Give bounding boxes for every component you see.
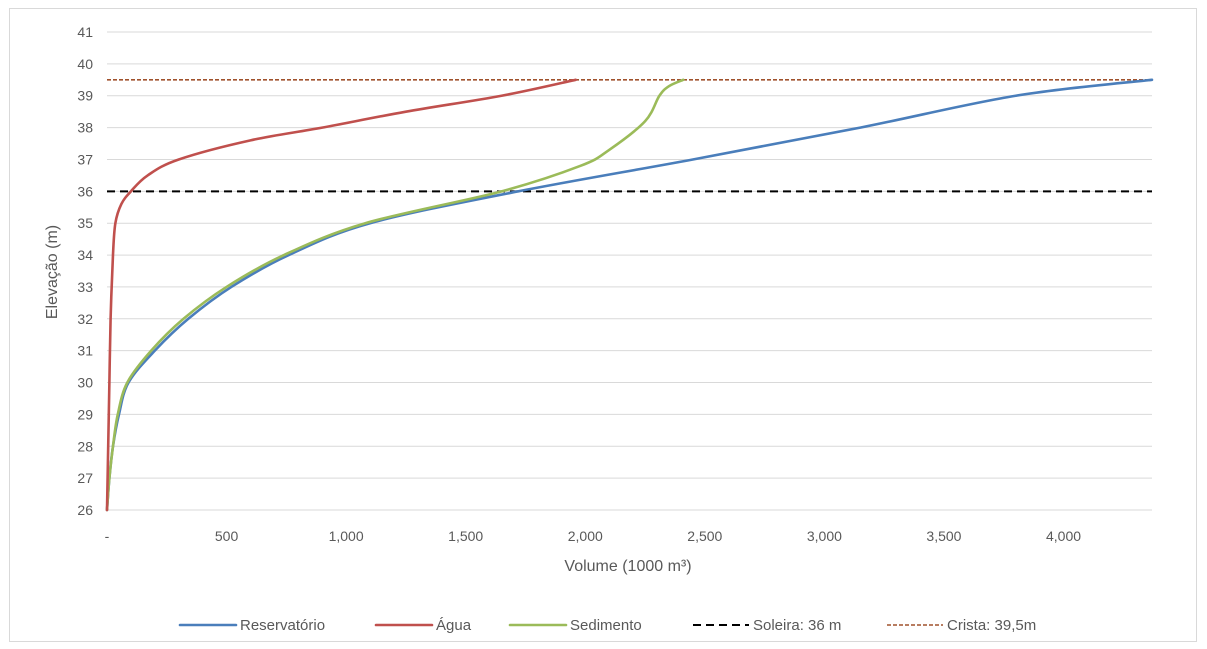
x-tick-label: 500 [215, 528, 239, 544]
legend-label-4: Crista: 39,5m [947, 617, 1036, 634]
x-tick-label: - [105, 528, 110, 544]
series-line-1 [105, 78, 577, 512]
x-axis-ticks: - 500 1,000 1,500 2,000 2,500 3,000 3,500 4,000 [105, 528, 1082, 544]
y-tick-label: 27 [77, 470, 93, 486]
legend: Reservatório Água Sedimento Soleira: 36 m Cr… [178, 617, 1036, 634]
legend-label-2: Sedimento [570, 617, 642, 634]
y-axis-ticks: 26 27 28 29 30 31 32 33 34 35 36 37 38 39 40 41 [77, 24, 93, 518]
y-tick-label: 38 [77, 120, 93, 136]
y-tick-label: 40 [77, 56, 93, 72]
x-tick-label: 2,500 [687, 528, 722, 544]
y-tick-label: 39 [77, 88, 93, 104]
series-lines [105, 78, 1154, 512]
x-tick-label: 1,500 [448, 528, 483, 544]
gridlines [107, 31, 1152, 511]
x-axis-title: Volume (1000 m³) [564, 558, 691, 575]
chart-frame [9, 8, 1197, 642]
y-tick-label: 28 [77, 438, 93, 454]
y-tick-label: 37 [77, 151, 93, 167]
series-line-2 [105, 78, 685, 512]
y-tick-label: 30 [77, 375, 93, 391]
x-tick-label: 1,000 [329, 528, 364, 544]
legend-label-1: Água [436, 617, 472, 634]
y-tick-label: 31 [77, 343, 93, 359]
series-line-0 [105, 78, 1154, 512]
y-tick-label: 32 [77, 311, 93, 327]
y-axis-title: Elevação (m) [44, 225, 61, 319]
y-tick-label: 29 [77, 406, 93, 422]
x-tick-label: 2,000 [568, 528, 603, 544]
legend-label-3: Soleira: 36 m [753, 617, 841, 634]
x-tick-label: 3,000 [807, 528, 842, 544]
legend-label-0: Reservatório [240, 617, 325, 634]
x-tick-label: 3,500 [926, 528, 961, 544]
y-tick-label: 33 [77, 279, 93, 295]
y-tick-label: 34 [77, 247, 93, 263]
y-tick-label: 35 [77, 215, 93, 231]
x-tick-label: 4,000 [1046, 528, 1081, 544]
y-tick-label: 36 [77, 183, 93, 199]
y-tick-label: 41 [77, 24, 93, 40]
y-tick-label: 26 [77, 502, 93, 518]
